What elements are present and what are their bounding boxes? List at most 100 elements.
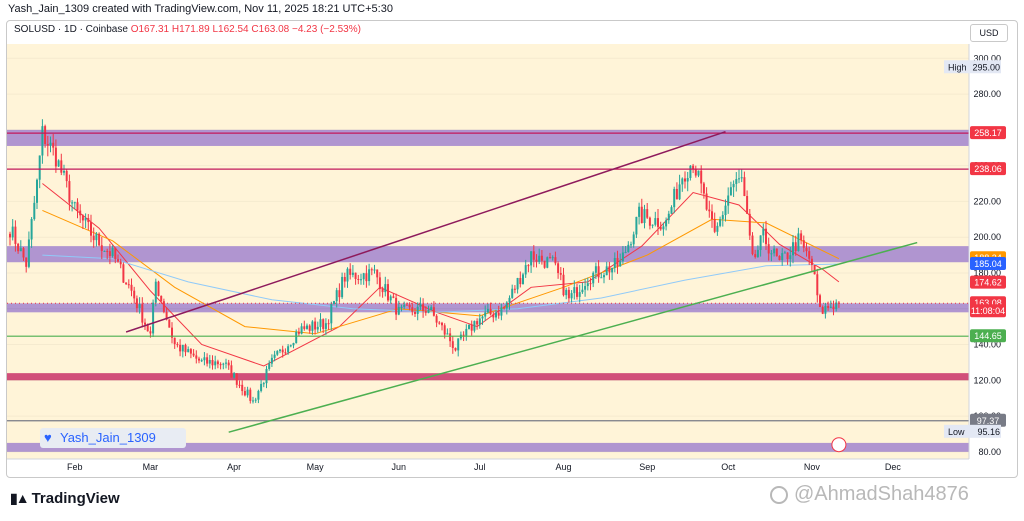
candle-body xyxy=(816,274,819,296)
candle-body xyxy=(246,389,249,396)
price-label-box xyxy=(970,162,1006,176)
candle-body xyxy=(821,307,824,314)
candle-body xyxy=(619,261,622,267)
candle-body xyxy=(214,361,217,366)
candle-body xyxy=(638,206,641,217)
candle-body xyxy=(835,302,838,310)
candle-body xyxy=(559,273,562,275)
candle-body xyxy=(384,284,387,293)
candle-body xyxy=(756,249,759,258)
candle-body xyxy=(279,349,281,352)
candle-body xyxy=(152,302,155,334)
candle-body xyxy=(597,266,600,278)
candle-body xyxy=(654,218,657,225)
zone-band xyxy=(7,246,969,263)
candle-body xyxy=(208,359,211,364)
candle-body xyxy=(643,209,646,224)
candle-body xyxy=(308,325,311,331)
price-labels-layer: High295.00258.17238.06188.24185.04174.62… xyxy=(944,60,1006,438)
candle-body xyxy=(592,272,595,284)
candle-body xyxy=(295,331,298,344)
candle-body xyxy=(230,365,233,378)
candle-body xyxy=(505,302,508,309)
candle-body xyxy=(257,390,260,400)
candle-body xyxy=(95,233,98,241)
candle-body xyxy=(497,312,500,316)
candle-body xyxy=(600,277,603,279)
candle-body xyxy=(414,311,416,314)
candle-body xyxy=(22,248,25,258)
price-label-text: 97.37 xyxy=(977,416,1000,426)
candle-body xyxy=(659,226,662,230)
candle-body xyxy=(735,178,738,184)
candle-body xyxy=(648,217,651,226)
candle-body xyxy=(357,278,360,280)
candle-body xyxy=(810,258,813,265)
candle-body xyxy=(405,304,408,306)
candle-body xyxy=(225,362,227,364)
price-marker-caption: High xyxy=(948,62,967,72)
candle-body xyxy=(373,269,376,271)
candle-body xyxy=(260,383,263,391)
candle-body xyxy=(702,183,705,194)
candle-body xyxy=(486,308,489,313)
candle-body xyxy=(25,257,28,267)
candle-body xyxy=(27,239,30,267)
x-tick-label: Sep xyxy=(639,462,655,472)
y-tick-label: 180.00 xyxy=(973,268,1001,278)
candle-body xyxy=(713,219,716,232)
y-tick-label: 120.00 xyxy=(973,375,1001,385)
candle-body xyxy=(79,210,82,216)
price-label-text: 163.08 xyxy=(974,298,1002,308)
candle-body xyxy=(492,314,495,318)
change-value: −4.23 (−2.53%) xyxy=(292,24,361,35)
candle-body xyxy=(330,303,333,324)
candle-body xyxy=(19,248,22,252)
tradingview-logo[interactable]: ▮▲ TradingView xyxy=(10,490,120,507)
candle-body xyxy=(535,259,538,262)
currency-selector[interactable]: USD xyxy=(970,24,1008,42)
zone-band xyxy=(7,442,969,452)
candle-body xyxy=(603,275,605,278)
candle-body xyxy=(287,346,290,353)
candle-body xyxy=(233,373,236,378)
candle-body xyxy=(9,233,11,238)
candle-body xyxy=(333,301,335,304)
candle-body xyxy=(576,287,578,297)
candle-body xyxy=(130,284,133,291)
candle-body xyxy=(149,331,152,334)
candle-body xyxy=(805,247,808,252)
candle-body xyxy=(238,384,241,386)
candle-body xyxy=(189,349,192,354)
candle-body xyxy=(306,325,308,329)
candle-body xyxy=(341,276,344,298)
candle-body xyxy=(716,225,719,232)
candle-body xyxy=(403,304,406,307)
candle-body xyxy=(721,215,724,220)
candle-body xyxy=(432,307,435,316)
candle-body xyxy=(557,263,560,274)
candle-body xyxy=(549,257,551,259)
candle-body xyxy=(57,160,60,167)
candle-body xyxy=(322,319,325,329)
candle-body xyxy=(700,170,703,184)
candle-body xyxy=(657,218,659,227)
candle-body xyxy=(346,268,349,282)
candle-body xyxy=(211,359,214,366)
candle-body xyxy=(738,178,740,180)
candle-body xyxy=(284,352,287,354)
candle-body xyxy=(362,273,365,280)
candle-body xyxy=(389,296,392,301)
candle-body xyxy=(646,209,649,218)
candle-body xyxy=(481,316,484,319)
candle-body xyxy=(349,268,352,275)
candle-body xyxy=(594,266,597,273)
candle-body xyxy=(146,324,149,332)
candle-body xyxy=(786,252,789,260)
candle-body xyxy=(90,222,92,236)
candle-body xyxy=(675,188,678,200)
candle-body xyxy=(52,142,55,148)
candle-body xyxy=(268,363,271,369)
candle-body xyxy=(478,318,481,325)
